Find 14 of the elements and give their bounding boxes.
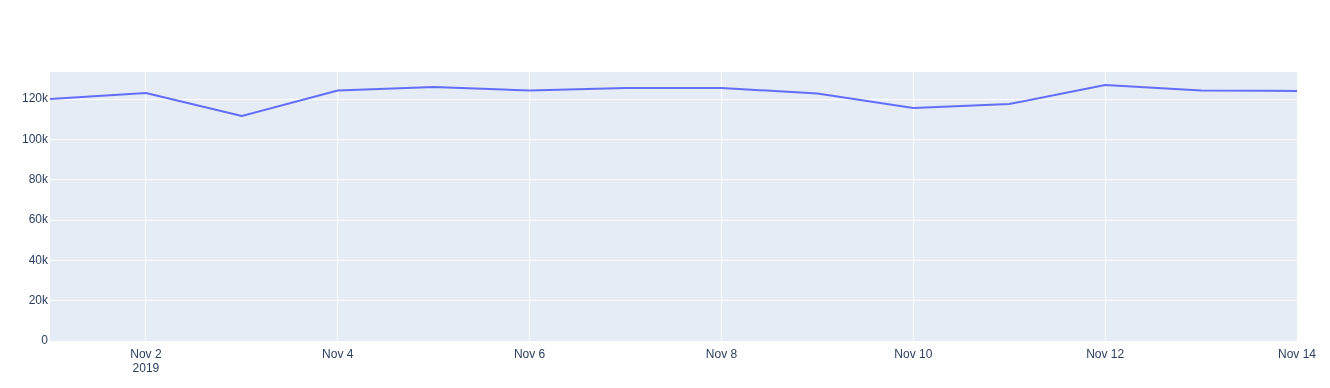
- x-tick-label: Nov 8: [705, 346, 738, 361]
- x-tick-label: Nov 6: [513, 346, 546, 361]
- x-tick-label: Nov 10: [894, 346, 933, 361]
- x-tick-label: Nov 4: [322, 346, 354, 361]
- y-tick-label: 40k: [28, 252, 49, 267]
- y-tick-label: 0: [41, 333, 49, 348]
- y-tick-label: 120k: [21, 91, 49, 106]
- x-tick-label: Nov 12: [1086, 346, 1125, 361]
- x-tick-label: Nov 2 2019: [130, 346, 162, 375]
- y-tick-label: 80k: [28, 171, 49, 186]
- y-tick-label: 20k: [28, 292, 49, 307]
- y-tick-label: 100k: [21, 131, 49, 146]
- x-tick-label: Nov 14: [1277, 346, 1317, 361]
- y-tick-label: 60k: [28, 212, 49, 227]
